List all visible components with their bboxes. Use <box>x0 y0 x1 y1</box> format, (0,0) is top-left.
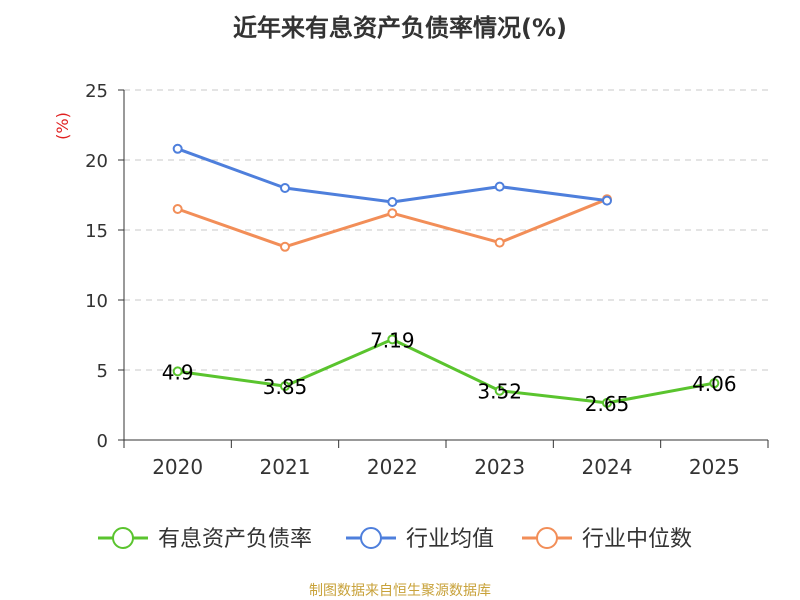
data-point <box>280 381 290 392</box>
series-line <box>177 337 715 405</box>
legend-label: 有息资产负债率 <box>158 527 312 552</box>
y-tick-label: 20 <box>85 151 108 172</box>
x-tick-label: 2020 <box>152 455 203 479</box>
y-tick-label: 5 <box>97 361 108 382</box>
data-point <box>387 334 398 345</box>
data-point <box>172 366 183 377</box>
legend: 有息资产负债率 行业均值 行业中位数 <box>98 527 692 552</box>
data-point <box>602 195 612 206</box>
y-tick-label: 0 <box>97 431 108 452</box>
data-point <box>494 237 505 248</box>
data-label: 7.19 <box>370 328 415 352</box>
x-tick-label: 2024 <box>582 455 633 479</box>
data-point <box>387 208 398 219</box>
data-label: 4.06 <box>692 372 737 396</box>
y-tick-label: 10 <box>85 291 108 312</box>
data-label: 2.65 <box>585 392 630 416</box>
data-label-layer: 4.9 3.85 7.19 3.52 2.65 4.06 <box>162 328 737 416</box>
data-point <box>172 143 183 154</box>
data-point <box>602 397 612 408</box>
source-note: 制图数据来自恒生聚源数据库 <box>309 583 491 599</box>
legend-marker <box>536 527 558 549</box>
y-tick-label: 25 <box>85 81 108 102</box>
grid-layer <box>124 89 768 371</box>
legend-label: 行业均值 <box>406 527 494 552</box>
y-axis-label: (%) <box>53 112 72 140</box>
data-label: 4.9 <box>162 360 194 384</box>
data-point <box>494 181 505 192</box>
data-point <box>387 197 398 207</box>
y-tick-label: 15 <box>85 221 108 242</box>
series-line <box>177 147 608 204</box>
legend-marker <box>360 527 382 549</box>
legend-label: 行业中位数 <box>582 527 692 552</box>
data-label: 3.85 <box>263 375 308 399</box>
legend-marker <box>112 527 134 549</box>
x-tick-label: 2023 <box>474 455 525 479</box>
series-layer <box>172 143 720 408</box>
x-tick-label: 2025 <box>689 455 740 479</box>
data-label: 3.52 <box>477 380 522 404</box>
data-point <box>494 385 505 396</box>
x-tick-label: 2022 <box>367 455 418 479</box>
data-point <box>709 378 720 389</box>
data-point <box>172 204 183 214</box>
data-point <box>280 241 290 252</box>
data-point <box>280 183 290 193</box>
chart-title: 近年来有息资产负债率情况(%) <box>233 14 567 42</box>
x-tick-label: 2021 <box>260 455 311 479</box>
